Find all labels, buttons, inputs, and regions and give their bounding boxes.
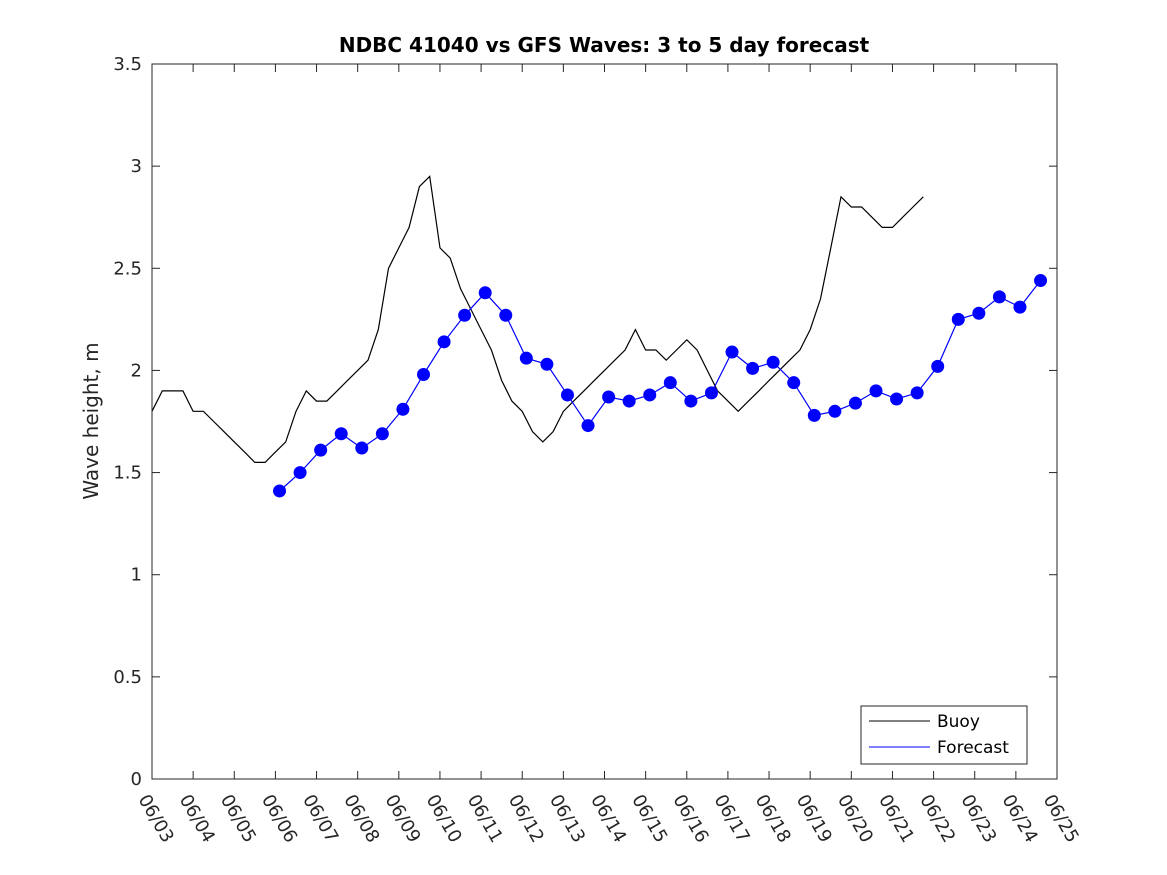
forecast-point	[396, 402, 410, 416]
forecast-point	[602, 390, 616, 404]
forecast-point	[931, 359, 945, 373]
forecast-point	[869, 384, 883, 398]
forecast-point	[273, 484, 287, 498]
forecast-point	[663, 376, 677, 390]
legend-buoy-label: Buoy	[937, 712, 980, 732]
forecast-point	[334, 427, 348, 441]
forecast-point	[1034, 274, 1048, 288]
forecast-point	[828, 404, 842, 418]
marker-layer	[273, 274, 1048, 498]
forecast-point	[992, 290, 1006, 304]
chart-title: NDBC 41040 vs GFS Waves: 3 to 5 day fore…	[339, 33, 870, 57]
forecast-point	[499, 308, 513, 322]
y-axis-label: Wave height, m	[79, 342, 103, 499]
forecast-point	[437, 335, 451, 349]
legend-box	[860, 705, 1028, 765]
y-tick-label: 2	[131, 360, 142, 381]
forecast-point	[1013, 300, 1027, 314]
forecast-point	[725, 345, 739, 359]
forecast-point	[519, 351, 533, 365]
forecast-point	[890, 392, 904, 406]
forecast-point	[766, 355, 780, 369]
forecast-point	[684, 394, 698, 408]
y-axis-ticks: 0 0.5 1 1.5 2 2.5 3 3.5	[113, 54, 1057, 790]
y-tick-label: 0	[131, 769, 142, 790]
y-tick-label: 1	[131, 565, 142, 586]
forecast-point	[355, 441, 369, 455]
y-tick-label: 2.5	[113, 258, 142, 279]
forecast-point	[787, 376, 801, 390]
series-line-buoy	[151, 175, 924, 463]
y-tick-label: 3.5	[113, 54, 142, 75]
forecast-point	[746, 361, 760, 375]
forecast-point	[540, 357, 554, 371]
forecast-point	[478, 286, 492, 300]
plot-area	[152, 64, 1057, 779]
y-tick-label: 3	[131, 156, 142, 177]
y-tick-label: 1.5	[113, 463, 142, 484]
forecast-point	[848, 396, 862, 410]
forecast-point	[293, 466, 307, 480]
forecast-point	[314, 443, 328, 457]
forecast-point	[560, 388, 574, 402]
forecast-point	[951, 312, 965, 326]
forecast-point	[910, 386, 924, 400]
y-tick-label: 0.5	[113, 667, 142, 688]
forecast-point	[622, 394, 636, 408]
legend: Buoy Forecast	[860, 705, 1028, 765]
forecast-point	[972, 306, 986, 320]
forecast-point	[807, 408, 821, 422]
forecast-point	[458, 308, 472, 322]
legend-forecast-label: Forecast	[937, 738, 1009, 758]
forecast-point	[375, 427, 389, 441]
forecast-point	[643, 388, 657, 402]
forecast-point	[704, 386, 718, 400]
forecast-point	[581, 419, 595, 433]
forecast-point	[417, 368, 430, 382]
